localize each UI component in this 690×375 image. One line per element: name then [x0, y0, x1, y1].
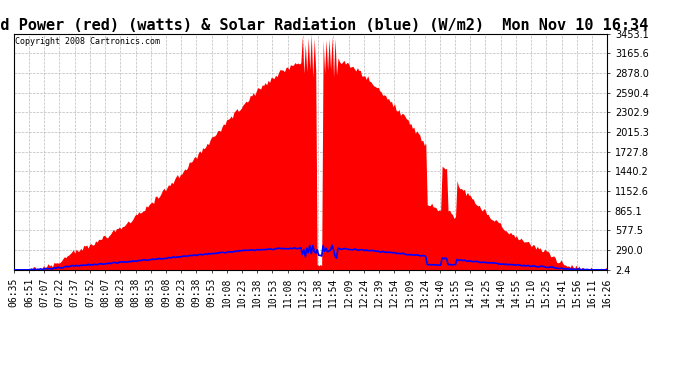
Title: Grid Power (red) (watts) & Solar Radiation (blue) (W/m2)  Mon Nov 10 16:34: Grid Power (red) (watts) & Solar Radiati… — [0, 18, 648, 33]
Text: Copyright 2008 Cartronics.com: Copyright 2008 Cartronics.com — [15, 37, 160, 46]
